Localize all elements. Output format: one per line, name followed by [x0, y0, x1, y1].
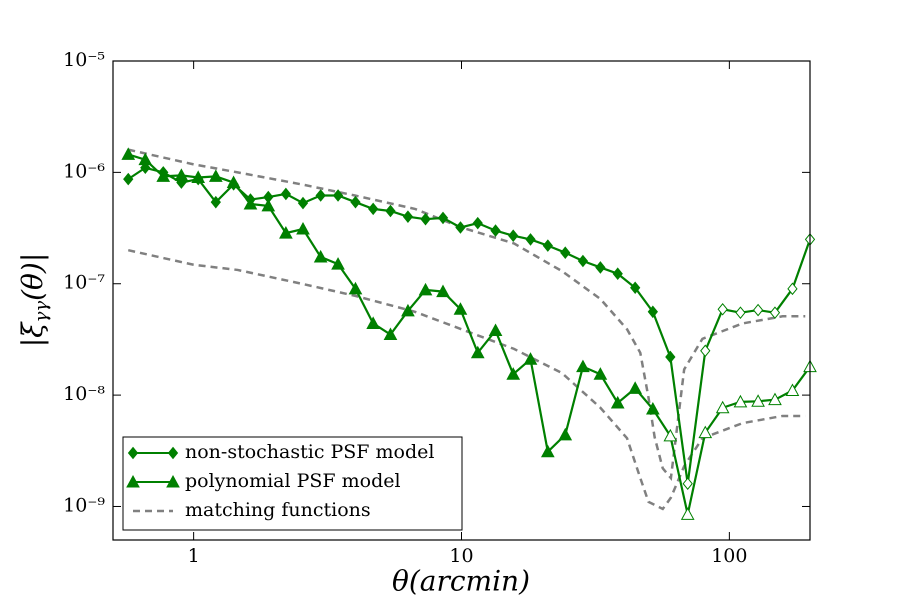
- marker-diamond: [315, 189, 326, 202]
- marker-diamond: [420, 212, 431, 226]
- marker-triangle: [558, 427, 573, 441]
- y-axis-label: |ξγγ(θ)|: [16, 253, 53, 348]
- marker-triangle: [296, 221, 310, 235]
- marker-diamond: [787, 282, 798, 296]
- marker-diamond: [735, 306, 746, 319]
- marker-diamond: [647, 305, 658, 319]
- marker-triangle: [418, 282, 433, 296]
- marker-triangle: [576, 359, 590, 373]
- marker-triangle: [506, 367, 521, 380]
- marker-diamond: [508, 229, 519, 242]
- legend-label: non-stochastic PSF model: [185, 441, 434, 463]
- marker-triangle: [313, 249, 328, 263]
- marker-triangle: [680, 507, 695, 520]
- marker-diamond: [368, 202, 379, 216]
- marker-triangle: [156, 169, 171, 182]
- marker-triangle: [663, 428, 678, 442]
- marker-triangle: [488, 323, 503, 337]
- y-label-sub: γγ: [31, 301, 52, 323]
- marker-triangle: [383, 327, 398, 341]
- marker-diamond: [752, 303, 764, 317]
- marker-triangle: [174, 168, 189, 181]
- marker-triangle: [593, 367, 608, 380]
- marker-triangle: [208, 169, 223, 182]
- marker-triangle: [646, 401, 660, 415]
- marker-diamond: [297, 196, 309, 210]
- marker-triangle: [226, 175, 241, 189]
- marker-diamond: [682, 477, 693, 491]
- marker-diamond: [560, 246, 571, 259]
- marker-triangle: [191, 170, 206, 183]
- axes-frame: [112, 60, 811, 541]
- marker-triangle: [733, 394, 748, 408]
- marker-triangle: [540, 444, 555, 458]
- marker-triangle: [610, 395, 625, 409]
- y-tick-label: 10⁻⁹: [63, 494, 105, 516]
- y-tick-label: 10⁻⁵: [63, 49, 105, 71]
- marker-triangle: [628, 381, 643, 394]
- marker-triangle: [436, 284, 450, 298]
- marker-diamond: [455, 221, 466, 234]
- marker-diamond: [700, 344, 711, 358]
- marker-triangle: [243, 196, 258, 210]
- marker-diamond: [280, 187, 292, 201]
- dashed-curve: [127, 248, 806, 511]
- marker-diamond: [385, 204, 396, 218]
- marker-diamond: [350, 195, 361, 209]
- marker-diamond: [437, 211, 449, 225]
- marker-diamond: [210, 195, 221, 209]
- marker-diamond: [612, 267, 623, 281]
- y-label-main: |ξ: [16, 321, 49, 347]
- series-line: [127, 153, 811, 515]
- marker-triangle: [401, 303, 415, 317]
- x-tick-label: 10: [449, 545, 473, 567]
- marker-diamond: [717, 302, 728, 316]
- marker-triangle: [138, 152, 153, 166]
- marker-triangle: [768, 392, 782, 406]
- marker-diamond: [525, 233, 536, 246]
- marker-diamond: [577, 254, 589, 268]
- marker-diamond: [630, 281, 641, 295]
- marker-triangle: [453, 302, 468, 315]
- legend-label: matching functions: [185, 499, 371, 521]
- marker-triangle: [785, 383, 800, 396]
- marker-diamond: [490, 224, 501, 237]
- marker-triangle: [279, 226, 293, 239]
- x-tick-label: 100: [711, 545, 747, 567]
- marker-triangle: [715, 400, 730, 414]
- marker-triangle: [751, 394, 765, 407]
- y-tick-label: 10⁻⁷: [63, 272, 105, 294]
- plot-area: [121, 147, 817, 520]
- marker-diamond: [542, 239, 553, 252]
- marker-triangle: [126, 474, 140, 488]
- marker-diamond: [402, 210, 414, 223]
- marker-diamond: [595, 261, 606, 274]
- marker-triangle: [348, 281, 363, 295]
- marker-triangle: [366, 316, 381, 329]
- marker-diamond: [123, 172, 134, 186]
- marker-diamond: [769, 306, 781, 319]
- marker-diamond: [665, 350, 676, 364]
- x-tick-label: 1: [188, 545, 200, 567]
- legend-label: polynomial PSF model: [185, 470, 401, 492]
- marker-diamond: [167, 446, 179, 460]
- marker-diamond: [472, 216, 483, 230]
- marker-triangle: [166, 474, 180, 488]
- legend-box: [122, 436, 463, 531]
- marker-triangle: [698, 425, 713, 439]
- dashed-curve: [127, 148, 806, 482]
- marker-diamond: [332, 189, 344, 202]
- marker-diamond: [127, 446, 139, 460]
- marker-triangle: [470, 345, 485, 359]
- x-axis-label: θ(arcmin): [392, 565, 530, 598]
- marker-triangle: [121, 147, 136, 160]
- y-tick-label: 10⁻⁶: [63, 160, 105, 182]
- y-label-end: (θ)|: [16, 253, 49, 301]
- y-tick-label: 10⁻⁸: [63, 383, 105, 405]
- marker-triangle: [523, 352, 538, 365]
- marker-triangle: [261, 198, 276, 212]
- marker-triangle: [331, 257, 345, 270]
